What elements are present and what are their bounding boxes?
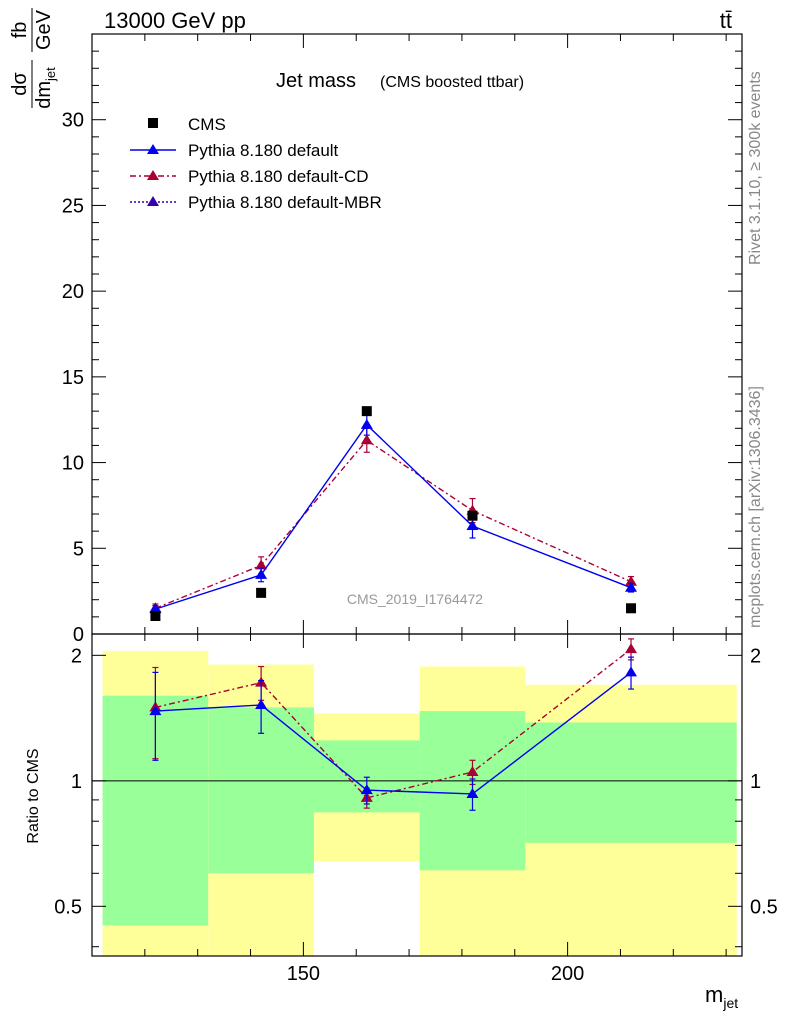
ratio-y-tick-label-right: 1 (750, 771, 761, 793)
main-default-line (155, 423, 632, 610)
ratio-axis-ticks: 0.5 0.5 1 1 2 2 150 200 (54, 634, 778, 985)
main-default-point (360, 418, 373, 429)
ratio-default-point (466, 787, 479, 798)
ratio-uncertainty-bands (102, 650, 737, 956)
header-energy-label: 13000 GeV pp (104, 8, 246, 33)
ratio-plot-panel: 0.5 0.5 1 1 2 2 150 200 Ratio to CMS mjet (25, 633, 778, 1011)
ratio-y-tick-label-right: 0.5 (750, 896, 778, 918)
ratio-default-cd-line (155, 648, 632, 799)
legend-default-mbr-marker (147, 196, 159, 206)
main-cms-point (256, 587, 267, 598)
main-axis-ticks: 0 5 10 15 20 25 30 (62, 34, 742, 646)
legend-item-cms: CMS (148, 115, 226, 134)
legend-cms-label: CMS (188, 115, 226, 134)
main-cms-point (361, 406, 372, 417)
legend-default-mbr-label: Pythia 8.180 default-MBR (188, 193, 382, 212)
main-default-cd-point (255, 559, 268, 570)
ratio-plot-marks (149, 638, 638, 811)
main-cms-point (150, 611, 161, 621)
units-denominator: GeV (33, 9, 55, 50)
main-y-tick-label: 30 (62, 110, 84, 132)
ratio-default-point (360, 784, 373, 795)
main-default-cd-point (360, 434, 373, 445)
ratio-y-tick-label: 2 (71, 645, 82, 667)
legend-item-default-mbr: Pythia 8.180 default-MBR (130, 193, 382, 212)
ratio-frame (91, 633, 743, 957)
ratio-x-tick-label: 150 (287, 963, 320, 985)
ratio-band-inner (208, 707, 314, 874)
ratio-default-point (255, 699, 268, 710)
units-numerator: fb (9, 22, 31, 39)
main-default-point (255, 568, 268, 579)
ratio-default-point (625, 666, 638, 677)
ratio-y-axis-label: Ratio to CMS (25, 748, 42, 843)
main-y-axis-units: fb GeV (9, 8, 55, 52)
legend: CMS Pythia 8.180 default Pythia 8.180 de… (130, 115, 382, 212)
main-y-tick-label: 15 (62, 367, 84, 389)
ratio-default-cd-point (466, 765, 479, 776)
main-y-axis-label: dσ dmjet (9, 60, 58, 109)
main-cms-point (467, 510, 478, 521)
legend-default-marker (147, 144, 159, 154)
legend-cms-marker (148, 118, 158, 128)
ratio-band-inner (525, 722, 737, 843)
analysis-tag: CMS_2019_I1764472 (347, 591, 483, 607)
main-default-point (625, 581, 638, 592)
main-y-tick-label: 25 (62, 195, 84, 217)
legend-item-default-cd: Pythia 8.180 default-CD (130, 167, 369, 186)
legend-default-cd-marker (147, 170, 159, 180)
main-default-point (149, 603, 162, 614)
main-y-tick-label: 10 (62, 453, 84, 475)
chart-subtitle: (CMS boosted ttbar) (380, 74, 524, 91)
ratio-y-tick-label: 0.5 (54, 896, 82, 918)
ratio-x-tick-label: 200 (551, 963, 584, 985)
legend-default-cd-label: Pythia 8.180 default-CD (188, 167, 369, 186)
legend-default-label: Pythia 8.180 default (188, 141, 339, 160)
legend-item-default: Pythia 8.180 default (130, 141, 339, 160)
ylabel-numerator: dσ (9, 72, 31, 96)
main-y-tick-label: 0 (73, 624, 84, 646)
rivet-version-label: Rivet 3.1.10, ≥ 300k events (747, 71, 764, 265)
ratio-y-tick-label-right: 2 (750, 645, 761, 667)
main-default-cd-line (155, 439, 632, 609)
main-y-tick-label: 20 (62, 281, 84, 303)
main-plot-panel: 0 5 10 15 20 25 30 Jet mass (CMS boosted ttbar… (9, 8, 743, 646)
main-default-point (466, 520, 479, 530)
main-y-tick-label: 5 (73, 538, 84, 560)
ylabel-denominator: dmjet (33, 67, 58, 109)
main-cms-point (626, 603, 637, 614)
main-plot-marks (149, 406, 638, 621)
chart-title: Jet mass (276, 70, 356, 92)
ratio-default-point (149, 705, 162, 716)
ratio-default-cd-point (625, 643, 638, 654)
mcplots-label: mcplots.cern.ch [arXiv:1306.3436] (747, 386, 764, 628)
header-process-label: tt̄ (720, 8, 732, 33)
x-axis-label: mjet (705, 982, 738, 1011)
ratio-y-tick-label: 1 (71, 771, 82, 793)
